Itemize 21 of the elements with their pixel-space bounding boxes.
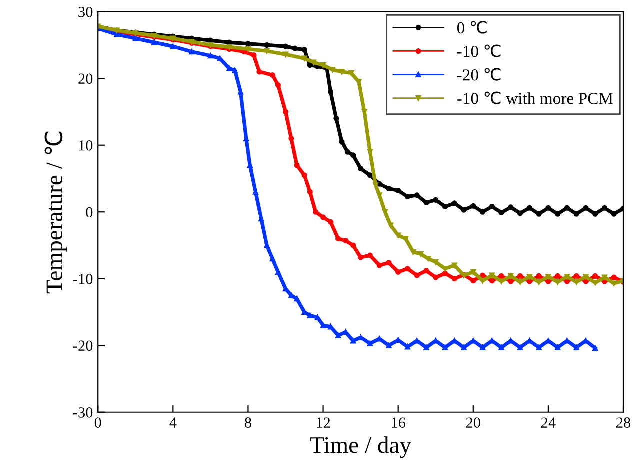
y-tick-label: 10 [79,140,93,151]
y-tick-label: 0 [86,207,93,218]
y-tick-label: -30 [73,408,93,418]
x-tick-label: 20 [466,418,480,428]
x-tick-label: 0 [94,418,102,428]
legend-label: -10 ℃ [457,44,501,58]
x-tick-label: 28 [616,418,631,428]
x-tick-label: 24 [541,418,556,428]
x-axis-title: Time / day [310,436,412,458]
x-tick-label: 12 [316,418,330,428]
y-axis-title: Temperature / ℃ [44,132,68,294]
legend-label: 0 ℃ [457,21,487,34]
x-tick-label: 8 [244,418,252,428]
x-tick-label: 4 [170,418,177,428]
x-tick-label: 16 [392,418,406,428]
y-tick-label: 30 [78,6,93,18]
y-tick-label: -10 [73,274,93,284]
y-tick-label: 20 [78,74,93,84]
legend-label: -20 ℃ [457,68,501,81]
y-tick-label: -20 [73,340,93,352]
legend-label: -10 ℃ with more PCM [457,92,614,104]
